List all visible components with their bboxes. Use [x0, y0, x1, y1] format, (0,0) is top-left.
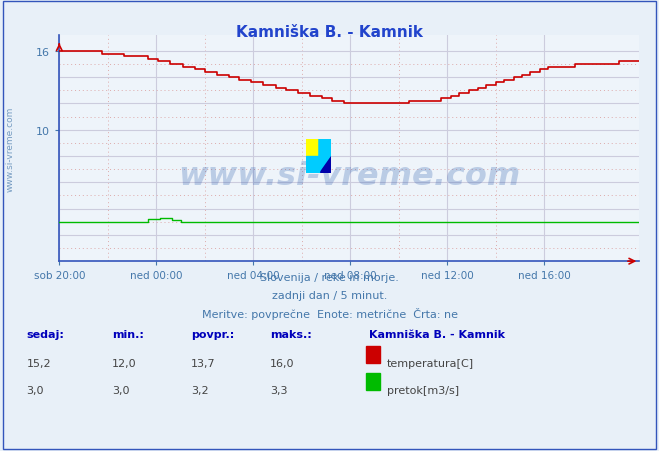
Text: Kamniška B. - Kamnik: Kamniška B. - Kamnik [369, 329, 505, 339]
Text: www.si-vreme.com: www.si-vreme.com [178, 161, 521, 191]
Polygon shape [319, 140, 331, 157]
Polygon shape [319, 157, 331, 174]
Text: 15,2: 15,2 [26, 359, 51, 368]
Text: 3,0: 3,0 [26, 386, 44, 396]
Text: povpr.:: povpr.: [191, 329, 235, 339]
Text: min.:: min.: [112, 329, 144, 339]
Polygon shape [319, 157, 331, 174]
Text: sedaj:: sedaj: [26, 329, 64, 339]
Text: 16,0: 16,0 [270, 359, 295, 368]
Text: 13,7: 13,7 [191, 359, 215, 368]
Text: maks.:: maks.: [270, 329, 312, 339]
Polygon shape [306, 157, 319, 174]
Text: www.si-vreme.com: www.si-vreme.com [5, 106, 14, 191]
Text: 3,2: 3,2 [191, 386, 209, 396]
Polygon shape [319, 157, 331, 174]
Polygon shape [306, 140, 319, 157]
Text: Kamniška B. - Kamnik: Kamniška B. - Kamnik [236, 25, 423, 40]
Text: Slovenija / reke in morje.: Slovenija / reke in morje. [260, 273, 399, 283]
Text: pretok[m3/s]: pretok[m3/s] [387, 386, 459, 396]
Text: Meritve: povprečne  Enote: metrične  Črta: ne: Meritve: povprečne Enote: metrične Črta:… [202, 307, 457, 319]
Text: 12,0: 12,0 [112, 359, 136, 368]
Text: 3,0: 3,0 [112, 386, 130, 396]
Text: temperatura[C]: temperatura[C] [387, 359, 474, 368]
Bar [306, 140, 319, 157]
Polygon shape [319, 140, 331, 157]
Text: 3,3: 3,3 [270, 386, 288, 396]
Polygon shape [306, 157, 319, 174]
Text: zadnji dan / 5 minut.: zadnji dan / 5 minut. [272, 290, 387, 300]
Polygon shape [319, 140, 331, 157]
